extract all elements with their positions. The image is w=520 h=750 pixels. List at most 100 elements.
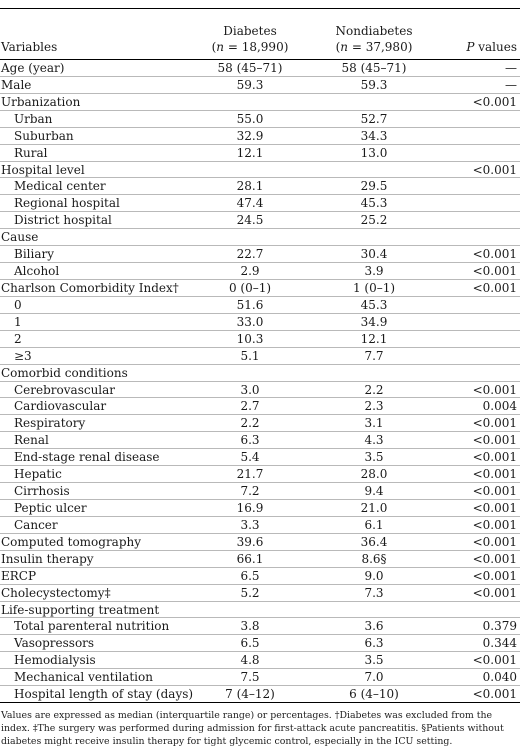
row-label: Mechanical ventilation [14,670,153,685]
table-row: Total parenteral nutrition 3.8 3.6 0.379 [0,618,520,636]
row-label: Medical center [14,179,106,194]
table-row: ≥3 5.1 7.7 [0,348,520,365]
table-row: Cholecystectomy‡ 5.2 7.3 <0.001 [0,585,520,602]
diabetes-value: 59.3 [236,77,264,92]
table-row: Regional hospital 47.4 45.3 [0,195,520,213]
table-row: Renal 6.3 4.3 <0.001 [0,432,520,450]
p-value: <0.001 [472,467,517,482]
nondiabetes-value: 58 (45–71) [341,61,407,75]
nondiabetes-value: 3.5 [364,653,384,668]
table-row: Life-supporting treatment [0,602,520,619]
nondiabetes-value: 6.3 [364,636,384,651]
p-value: <0.001 [472,551,517,566]
p-value: <0.001 [472,280,517,295]
nondiabetes-value: 12.1 [360,331,388,346]
nondiabetes-value: 9.4 [364,484,384,499]
diabetes-value: 21.7 [236,467,264,482]
row-label: Urbanization [1,94,81,109]
row-label: Charlson Comorbidity Index† [1,280,179,295]
nondiabetes-value: 7.0 [364,670,384,685]
table-row: End-stage renal disease 5.4 3.5 <0.001 [0,449,520,467]
table-row: Biliary 22.7 30.4 <0.001 [0,246,520,264]
table-row: Comorbid conditions [0,365,520,382]
diabetes-value: 47.4 [236,196,264,211]
row-label: Peptic ulcer [14,500,87,515]
table-row: Cardiovascular 2.7 2.3 0.004 [0,398,520,416]
row-label: Total parenteral nutrition [14,619,170,634]
diabetes-value: 12.1 [236,145,264,160]
nondiabetes-value: 45.3 [360,196,388,211]
table-row: Cerebrovascular 3.0 2.2 <0.001 [0,382,520,399]
row-label: Computed tomography [1,534,142,549]
nondiabetes-header: Nondiabetes (n = 37,980) [335,24,413,54]
table-row: Respiratory 2.2 3.1 <0.001 [0,415,520,433]
p-value: <0.001 [472,416,517,431]
table-row: 1 33.0 34.9 [0,314,520,331]
row-label: Cholecystectomy‡ [1,585,111,600]
p-value: <0.001 [472,484,517,499]
diabetes-value: 3.3 [240,517,260,532]
table-row: Vasopressors 6.5 6.3 0.344 [0,635,520,653]
table-row: Hemodialysis 4.8 3.5 <0.001 [0,652,520,670]
table-row: Suburban 32.9 34.3 [0,128,520,145]
diabetes-value: 7 (4–12) [225,687,275,702]
table-row: Hospital length of stay (days) 7 (4–12) 6 … [0,686,520,704]
nondiabetes-value: 28.0 [360,467,388,482]
row-label: ≥3 [14,348,32,363]
row-label: Cancer [14,517,58,532]
table-row: Rural 12.1 13.0 [0,145,520,162]
row-label: Respiratory [14,416,86,431]
nondiabetes-value: 8.6§ [361,551,387,566]
nondiabetes-value: 7.7 [364,348,384,363]
row-label: Insulin therapy [1,551,94,566]
table-row: Mechanical ventilation 7.5 7.0 0.040 [0,669,520,687]
diabetes-value: 2.7 [240,399,260,414]
row-label: Renal [14,433,49,448]
diabetes-value: 24.5 [236,213,264,228]
p-values-header: P values [466,39,517,55]
p-value: — [505,61,517,75]
p-suffix: values [474,40,517,54]
diabetes-value: 6.5 [240,568,260,583]
p-value: <0.001 [472,568,517,583]
p-value: <0.001 [472,500,517,515]
table-header: Variables Diabetes (n = 18,990) Nondiabet… [0,8,520,60]
diabetes-value: 3.0 [240,382,260,397]
row-label: Hepatic [14,467,62,482]
p-value: <0.001 [472,433,517,448]
table-row: Age (year) 58 (45–71) 58 (45–71) — [0,60,520,77]
row-label: Alcohol [14,264,60,279]
nondiabetes-value: 6 (4–10) [349,687,399,702]
nondiabetes-value: 3.9 [364,264,384,279]
p-value: <0.001 [472,534,517,549]
nondiabetes-value: 29.5 [360,179,388,194]
table-row: Cancer 3.3 6.1 <0.001 [0,517,520,534]
p-value: <0.001 [472,94,517,109]
diabetes-value: 2.9 [240,264,260,279]
diabetes-value: 7.2 [240,484,260,499]
table-row: Male 59.3 59.3 — [0,77,520,94]
diabetes-value: 4.8 [240,653,260,668]
row-label: Male [1,77,32,92]
row-label: District hospital [14,213,112,228]
table-row: Hepatic 21.7 28.0 <0.001 [0,466,520,484]
nondiabetes-value: 6.1 [364,517,384,532]
diabetes-value: 5.4 [240,450,260,465]
nondiabetes-value: 52.7 [360,111,388,126]
p-value: 0.040 [482,670,517,685]
p-value: <0.001 [472,585,517,600]
nondiabetes-value: 1 (0–1) [352,280,396,295]
nondiabetes-value: 59.3 [360,77,388,92]
table-row: Insulin therapy 66.1 8.6§ <0.001 [0,551,520,568]
diabetes-value: 33.0 [236,314,264,329]
row-label: Comorbid conditions [1,365,128,380]
nondiabetes-value: 45.3 [360,297,388,312]
table-row: Medical center 28.1 29.5 [0,178,520,196]
table-row: ERCP 6.5 9.0 <0.001 [0,568,520,585]
diabetes-value: 39.6 [236,534,264,549]
diabetes-value: 51.6 [236,297,264,312]
nondiabetes-value: 21.0 [360,500,388,515]
table-body: Age (year) 58 (45–71) 58 (45–71) — Male 59.3 5… [0,60,520,704]
nondiabetes-value: 34.3 [360,128,388,143]
diabetes-value: 10.3 [236,331,264,346]
